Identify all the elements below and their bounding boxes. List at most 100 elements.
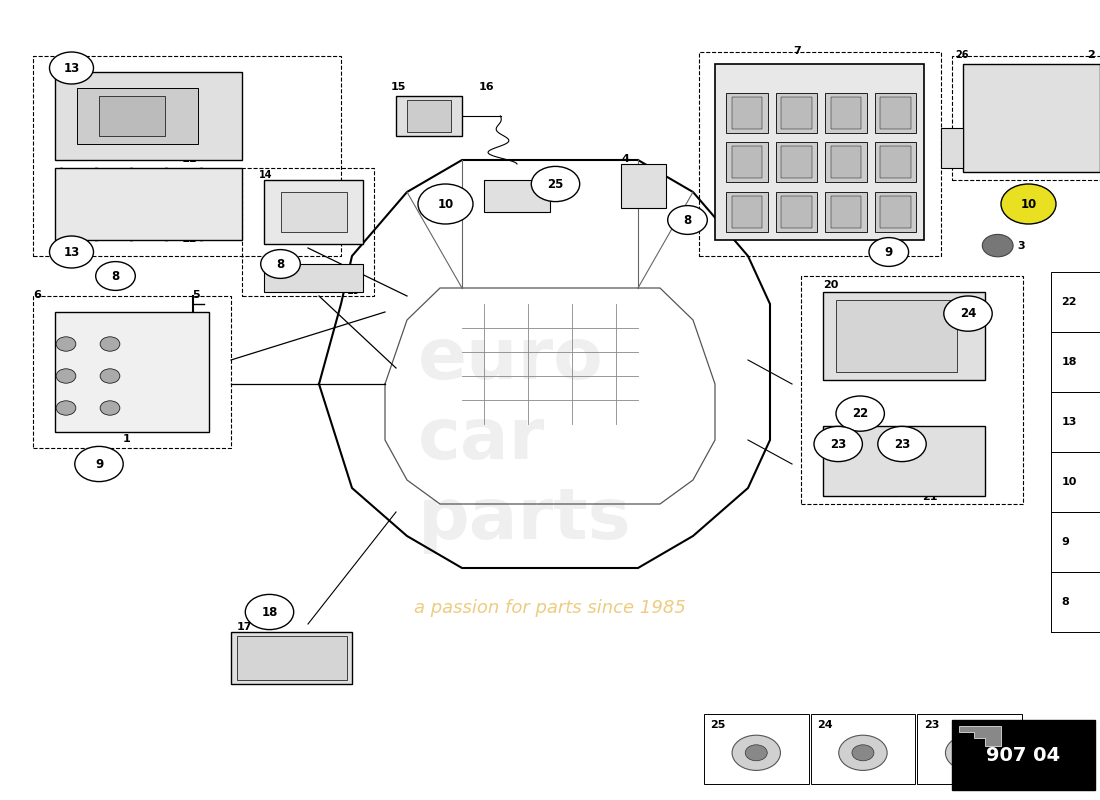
FancyBboxPatch shape: [55, 72, 242, 160]
Circle shape: [746, 745, 768, 761]
Text: euro: euro: [418, 326, 604, 394]
Circle shape: [946, 735, 994, 770]
Text: 19: 19: [346, 286, 360, 296]
Text: 16: 16: [478, 82, 494, 92]
FancyBboxPatch shape: [776, 93, 817, 133]
FancyBboxPatch shape: [407, 100, 451, 132]
Text: 25: 25: [548, 178, 563, 190]
Text: 8: 8: [276, 258, 285, 270]
FancyBboxPatch shape: [940, 128, 962, 168]
FancyBboxPatch shape: [396, 96, 462, 136]
FancyBboxPatch shape: [726, 142, 768, 182]
FancyBboxPatch shape: [952, 720, 1094, 790]
Text: 11: 11: [182, 154, 197, 164]
FancyBboxPatch shape: [55, 168, 242, 240]
Circle shape: [418, 184, 473, 224]
FancyBboxPatch shape: [880, 146, 911, 178]
Text: 18: 18: [1062, 357, 1077, 367]
Text: 25: 25: [711, 720, 726, 730]
FancyBboxPatch shape: [726, 192, 768, 232]
FancyBboxPatch shape: [874, 93, 916, 133]
Circle shape: [100, 369, 120, 383]
Text: 13: 13: [64, 62, 79, 74]
Text: 17: 17: [236, 622, 252, 632]
FancyBboxPatch shape: [99, 96, 165, 136]
Text: car: car: [418, 406, 546, 474]
Circle shape: [668, 206, 707, 234]
FancyBboxPatch shape: [732, 97, 762, 129]
Circle shape: [261, 250, 300, 278]
Circle shape: [851, 745, 873, 761]
Circle shape: [814, 426, 862, 462]
FancyBboxPatch shape: [830, 146, 861, 178]
FancyBboxPatch shape: [781, 196, 812, 228]
Text: 23: 23: [894, 438, 910, 450]
Text: 15: 15: [390, 82, 406, 92]
FancyBboxPatch shape: [880, 196, 911, 228]
Text: 9: 9: [95, 458, 103, 470]
Circle shape: [836, 396, 884, 431]
FancyBboxPatch shape: [280, 192, 346, 232]
Circle shape: [245, 594, 294, 630]
FancyBboxPatch shape: [484, 180, 550, 212]
Text: 10: 10: [438, 198, 453, 210]
FancyBboxPatch shape: [880, 97, 911, 129]
Circle shape: [50, 236, 94, 268]
FancyBboxPatch shape: [236, 636, 346, 680]
FancyBboxPatch shape: [836, 300, 957, 372]
FancyBboxPatch shape: [77, 88, 198, 144]
Text: 8: 8: [111, 270, 120, 282]
FancyBboxPatch shape: [830, 97, 861, 129]
FancyBboxPatch shape: [874, 142, 916, 182]
FancyBboxPatch shape: [781, 97, 812, 129]
FancyBboxPatch shape: [823, 426, 984, 496]
Text: 12: 12: [182, 234, 197, 244]
Circle shape: [878, 426, 926, 462]
Text: 20: 20: [823, 279, 838, 290]
Circle shape: [838, 735, 887, 770]
FancyBboxPatch shape: [715, 64, 924, 240]
FancyBboxPatch shape: [732, 146, 762, 178]
Text: 22: 22: [1062, 297, 1077, 307]
FancyBboxPatch shape: [621, 164, 665, 208]
Circle shape: [1001, 184, 1056, 224]
FancyBboxPatch shape: [962, 64, 1100, 172]
Text: 2: 2: [1087, 50, 1094, 60]
Text: 3: 3: [1018, 241, 1025, 250]
Text: 24: 24: [817, 720, 833, 730]
Circle shape: [56, 337, 76, 351]
FancyBboxPatch shape: [825, 192, 867, 232]
Circle shape: [56, 369, 76, 383]
Text: 5: 5: [192, 290, 200, 300]
Text: 1: 1: [122, 434, 131, 444]
Text: 7: 7: [793, 46, 802, 56]
Text: 26: 26: [955, 50, 968, 60]
Text: 24: 24: [960, 307, 976, 320]
FancyBboxPatch shape: [830, 196, 861, 228]
Text: 6: 6: [33, 290, 41, 300]
Text: 13: 13: [1062, 417, 1077, 427]
FancyBboxPatch shape: [264, 264, 363, 292]
Text: 8: 8: [683, 214, 692, 226]
Text: 21: 21: [922, 492, 937, 502]
Circle shape: [869, 238, 909, 266]
FancyBboxPatch shape: [726, 93, 768, 133]
FancyBboxPatch shape: [231, 632, 352, 684]
FancyBboxPatch shape: [874, 192, 916, 232]
FancyBboxPatch shape: [776, 192, 817, 232]
Circle shape: [75, 446, 123, 482]
Text: 18: 18: [262, 606, 277, 618]
Text: 8: 8: [1062, 597, 1069, 607]
Circle shape: [531, 166, 580, 202]
Circle shape: [733, 735, 781, 770]
Text: 9: 9: [1062, 537, 1069, 547]
Text: 10: 10: [1062, 477, 1077, 487]
FancyBboxPatch shape: [825, 93, 867, 133]
Circle shape: [100, 337, 120, 351]
FancyBboxPatch shape: [781, 146, 812, 178]
Text: parts: parts: [418, 486, 631, 554]
FancyBboxPatch shape: [823, 292, 984, 380]
FancyBboxPatch shape: [825, 142, 867, 182]
Text: 13: 13: [64, 246, 79, 258]
Circle shape: [982, 234, 1013, 257]
